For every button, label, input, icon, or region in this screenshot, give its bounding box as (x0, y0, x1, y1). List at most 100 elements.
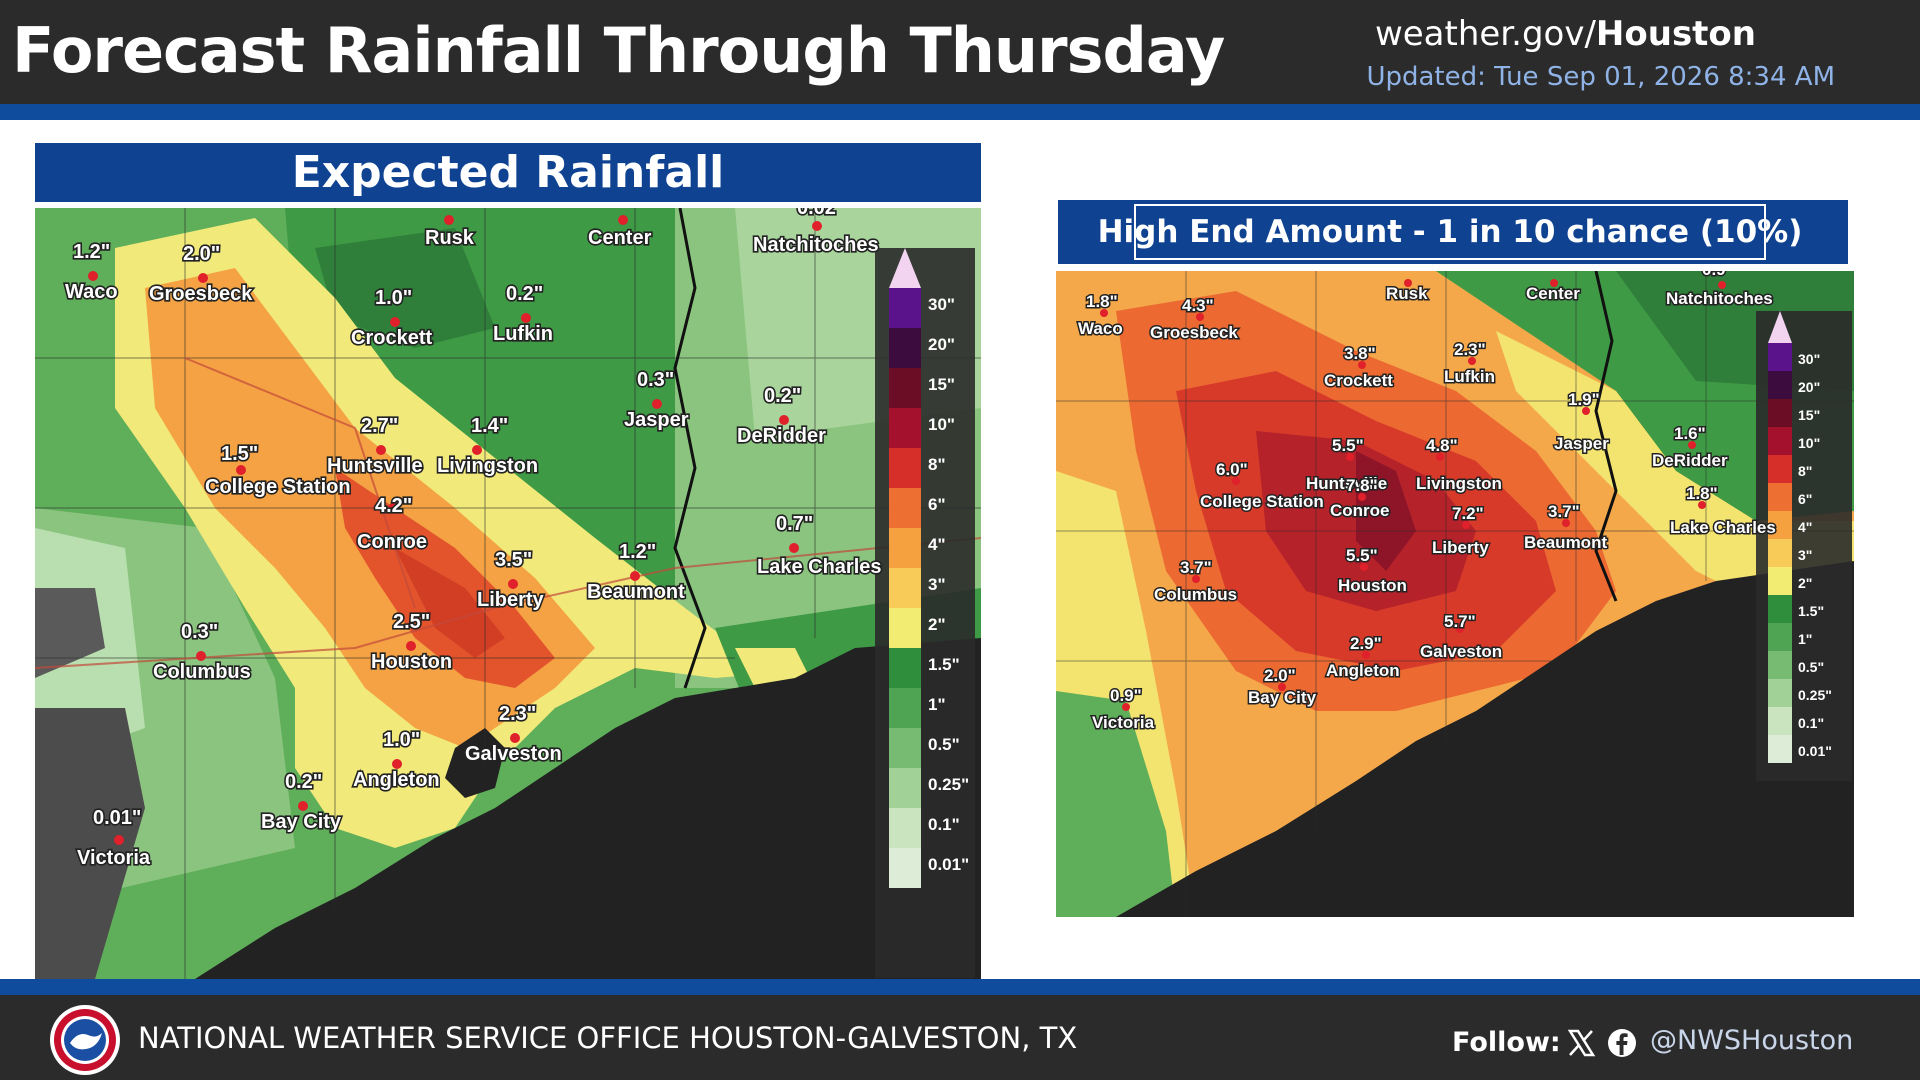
city-name: College Station (1200, 492, 1324, 511)
social-handle[interactable]: @NWSHouston (1650, 1025, 1854, 1056)
city-name: Waco (1078, 319, 1123, 338)
city-amount: 5.5" (1332, 436, 1364, 455)
city-name: Groesbeck (149, 283, 253, 305)
city-name: Galveston (465, 743, 562, 765)
city-amount: 0.9" (1110, 686, 1142, 705)
city-name: Columbus (153, 661, 251, 683)
city-name: Natchitoches (1666, 289, 1773, 308)
city-name: Bay City (261, 811, 342, 833)
top-divider-band (0, 104, 1920, 120)
legend-label: 30" (1798, 351, 1820, 367)
city-name: Liberty (1432, 538, 1489, 557)
city-amount: 2.3" (499, 703, 536, 725)
city-dot (789, 543, 799, 553)
city-name: Jasper (624, 409, 689, 431)
city-name: DeRidder (1652, 451, 1728, 470)
city-amount: 0.01" (93, 807, 141, 829)
legend-label: 3" (928, 575, 946, 594)
city-name: Crockett (1324, 371, 1393, 390)
city-amount: 2.3" (1454, 340, 1486, 359)
city-name: Natchitoches (753, 234, 879, 256)
high-end-title-frame: High End Amount - 1 in 10 chance (10%) (1098, 204, 1802, 260)
legend-label: 30" (928, 295, 955, 314)
legend-label: 20" (1798, 379, 1820, 395)
city-amount: 1.6" (1674, 424, 1706, 443)
city-name: Lufkin (493, 323, 553, 345)
city-name: Conroe (357, 531, 427, 553)
city-name: Houston (371, 651, 452, 673)
legend-label: 8" (928, 455, 946, 474)
city-dot (652, 399, 662, 409)
city-dot (198, 273, 208, 283)
city-amount: 0.2" (285, 771, 322, 793)
legend-label: 0.01" (1798, 743, 1832, 759)
city-name: Conroe (1330, 501, 1390, 520)
bottom-divider-band (0, 979, 1920, 995)
legend-label: 6" (928, 495, 946, 514)
city-name: Lake Charles (1670, 518, 1776, 537)
expected-legend-labels: 30" 20" 15" 10" 8" 6" 4" 3" 2" 1.5" 1" 0… (928, 295, 969, 874)
page-title: Forecast Rainfall Through Thursday (12, 14, 1225, 87)
city-amount: 1.8" (1686, 484, 1718, 503)
high-end-city-markers: 1.8" Waco 4.3" Groesbeck Rusk Center 0.9… (1077, 271, 1778, 734)
legend-label: 0.25" (1798, 687, 1832, 703)
city-amount: 3.5" (495, 549, 532, 571)
expected-rainfall-map: 30" 20" 15" 10" 8" 6" 4" 3" 2" 1.5" 1" 0… (35, 208, 981, 979)
legend-label: 2" (928, 615, 946, 634)
city-name: Galveston (1420, 642, 1502, 661)
city-amount: 0.3" (181, 621, 218, 643)
legend-label: 1.5" (928, 655, 960, 674)
city-name: Houston (1338, 576, 1407, 595)
city-name: Groesbeck (1150, 323, 1238, 342)
website-link[interactable]: weather.gov/Houston (1375, 14, 1756, 54)
city-dot (630, 571, 640, 581)
high-end-title: High End Amount - 1 in 10 chance (10%) (1097, 214, 1803, 250)
city-amount: 0.2" (506, 283, 543, 305)
nws-logo-icon (48, 1003, 122, 1077)
city-amount: 1.0" (375, 287, 412, 309)
city-amount: 7.2" (1452, 504, 1484, 523)
expected-rainfall-title-bar: Expected Rainfall (35, 143, 981, 205)
city-name: Lufkin (1444, 367, 1495, 386)
city-amount: 3.7" (1548, 502, 1580, 521)
city-dot (510, 733, 520, 743)
city-dot (196, 651, 206, 661)
office-name: NATIONAL WEATHER SERVICE OFFICE HOUSTON-… (138, 1021, 1078, 1055)
x-icon[interactable] (1566, 1028, 1596, 1058)
legend-label: 20" (928, 335, 955, 354)
city-name: Bay City (1248, 688, 1317, 707)
city-name: Livingston (437, 455, 538, 477)
expected-rainfall-map-svg: 30" 20" 15" 10" 8" 6" 4" 3" 2" 1.5" 1" 0… (35, 208, 981, 979)
city-name: DeRidder (737, 425, 826, 447)
legend-label: 15" (928, 375, 955, 394)
city-name: Center (588, 227, 652, 249)
city-name: College Station (205, 476, 351, 498)
city-dot (236, 465, 246, 475)
city-amount: 3.8" (1344, 344, 1376, 363)
legend-label: 1" (928, 695, 946, 714)
city-dot (88, 271, 98, 281)
legend-label: 10" (1798, 435, 1820, 451)
city-amount: 2.0" (183, 243, 220, 265)
header-bar: Forecast Rainfall Through Thursday weath… (0, 0, 1920, 104)
city-dot (388, 503, 398, 513)
city-name: Angleton (1326, 661, 1400, 680)
website-prefix: weather.gov/ (1374, 14, 1596, 54)
city-amount: 0.02" (797, 208, 845, 219)
legend-label: 10" (928, 415, 955, 434)
legend-label: 0.25" (928, 775, 969, 794)
facebook-icon[interactable] (1607, 1028, 1637, 1058)
city-name: Rusk (425, 227, 475, 249)
city-amount: 0.7" (776, 513, 813, 535)
city-name: Victoria (77, 847, 151, 869)
high-end-title-bar: High End Amount - 1 in 10 chance (10%) (1058, 200, 1848, 264)
city-dot (618, 215, 628, 225)
city-amount: 0.3" (637, 369, 674, 391)
expected-rainfall-title: Expected Rainfall (291, 147, 725, 198)
city-name: Victoria (1092, 713, 1155, 732)
city-amount: 0.2" (764, 385, 801, 407)
city-dot (521, 313, 531, 323)
city-name: Rusk (1386, 284, 1428, 303)
city-amount: 1.4" (471, 415, 508, 437)
